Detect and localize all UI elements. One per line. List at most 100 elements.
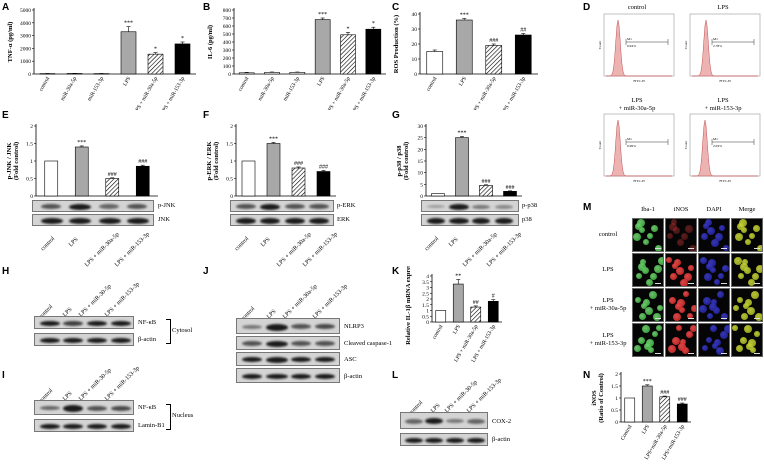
micro-cell (637, 219, 645, 227)
flow-x-axis-label: FITC-H (633, 79, 645, 83)
y-tick-label: 20 (418, 147, 424, 153)
blot-p38 (421, 214, 519, 226)
bar (74, 146, 89, 197)
y-tick-label: 2 (426, 297, 429, 303)
micro-cell (680, 279, 688, 286)
scale-bar (721, 318, 727, 319)
bar (452, 283, 464, 323)
significance-mark: ### (489, 38, 498, 44)
micro-cell (681, 233, 688, 240)
micro-cell (744, 325, 752, 333)
bar (316, 171, 331, 197)
bar (289, 72, 306, 75)
flow-curve (605, 119, 672, 177)
micro-cell (676, 325, 682, 331)
panel-label-h: H (2, 266, 10, 277)
micro-cell (732, 325, 738, 331)
y-tick-label: 10 (412, 57, 418, 63)
micro-cell (707, 227, 715, 235)
micro-cell (680, 339, 686, 345)
y-tick-label: 0 (414, 72, 417, 78)
y-tick-label: 1000 (20, 59, 31, 65)
bar (147, 53, 164, 75)
significance-mark: *** (318, 12, 327, 18)
micro-cell (700, 257, 707, 264)
y-tick-label: 5 (420, 182, 423, 188)
micro-image (698, 288, 730, 322)
micro-cell (651, 225, 658, 232)
y-tick-label: 0 (615, 420, 618, 426)
bar (659, 396, 671, 423)
micro-cell (703, 297, 711, 305)
y-tick-label: 30 (418, 124, 424, 130)
blot-j-nlrp3 (236, 318, 340, 334)
micro-cell (717, 291, 724, 298)
scale-bar (655, 318, 661, 319)
y-axis-label: p-ERK / ERK(Fold control) (206, 141, 220, 180)
blot-h-nfkb (34, 316, 134, 329)
significance-mark: ### (138, 159, 147, 165)
micro-cell (678, 343, 686, 351)
y-tick-label: 1 (230, 159, 233, 165)
micro-cell (635, 297, 641, 303)
micro-cell (740, 337, 747, 344)
micro-cell (647, 233, 653, 239)
micro-image (698, 218, 730, 252)
bar (340, 34, 356, 75)
micro-cell (724, 325, 729, 333)
panel-label-k: K (392, 266, 400, 277)
flow-pct: 2.78% (713, 44, 722, 48)
micro-row-label: LPS + miR-30a-5p (589, 297, 627, 312)
y-tick-label: 3 (426, 286, 429, 292)
scale-bar (655, 353, 661, 354)
micro-cell (643, 239, 649, 245)
y-axis-label: ROS Production (%) (393, 15, 400, 73)
y-tick-label: 800 (223, 8, 232, 14)
bar (485, 45, 503, 75)
bar (641, 385, 653, 423)
y-axis-label: iNOS(Ratio of Control) (591, 373, 605, 423)
blot-label-p-jnk: p-JNK (158, 202, 176, 209)
micro-cell (635, 223, 642, 230)
micro-cell (642, 325, 650, 333)
y-tick-label: 1 (615, 396, 618, 402)
tnf-alpha-chart: 0 1000 2000 3000 4000 5000 TNF-α (pg/ml) contro… (7, 8, 196, 110)
panel-label-n: N (583, 370, 591, 381)
micro-cell (653, 313, 661, 321)
scale-bar (754, 318, 760, 319)
micro-cell (652, 331, 658, 337)
micro-cell (735, 233, 743, 241)
p-jnk-chart: 0 0.5 1 1.5 2 p-JNK / JNK(Fold control) *** ###… (6, 124, 158, 200)
micro-cell (658, 257, 663, 265)
significance-mark: * (181, 36, 184, 42)
x-tick-label: control (425, 76, 438, 93)
lane-label-f-control: control (234, 235, 251, 253)
micro-cell (673, 313, 681, 321)
bar (264, 72, 280, 75)
y-tick-label: 3000 (20, 34, 31, 40)
blot-j-actin (236, 368, 340, 383)
micro-cell (754, 331, 760, 337)
micro-cell (747, 307, 755, 315)
significance-mark: ### (319, 164, 328, 170)
bar (479, 185, 493, 197)
micro-cell (755, 313, 762, 321)
micro-image (731, 253, 763, 287)
x-tick-label: control (431, 324, 444, 341)
panel-label-d: D (583, 2, 591, 13)
panel-label-g: G (392, 110, 400, 121)
micro-cell (671, 219, 677, 225)
y-axis-label: TNF-α (pg/ml) (7, 22, 14, 63)
blot-erk (230, 214, 334, 226)
flow-pct: 2.03% (713, 144, 722, 148)
micro-cell (749, 233, 755, 239)
bar (431, 193, 445, 197)
y-tick-label: 15 (418, 159, 424, 165)
y-tick-label: 30 (412, 27, 418, 33)
micro-cell (699, 305, 707, 313)
significance-mark: *** (124, 21, 133, 27)
cytosol-label: Cytosol (172, 327, 193, 334)
bar (426, 51, 444, 75)
significance-mark: *** (77, 140, 86, 146)
bar (455, 137, 469, 197)
